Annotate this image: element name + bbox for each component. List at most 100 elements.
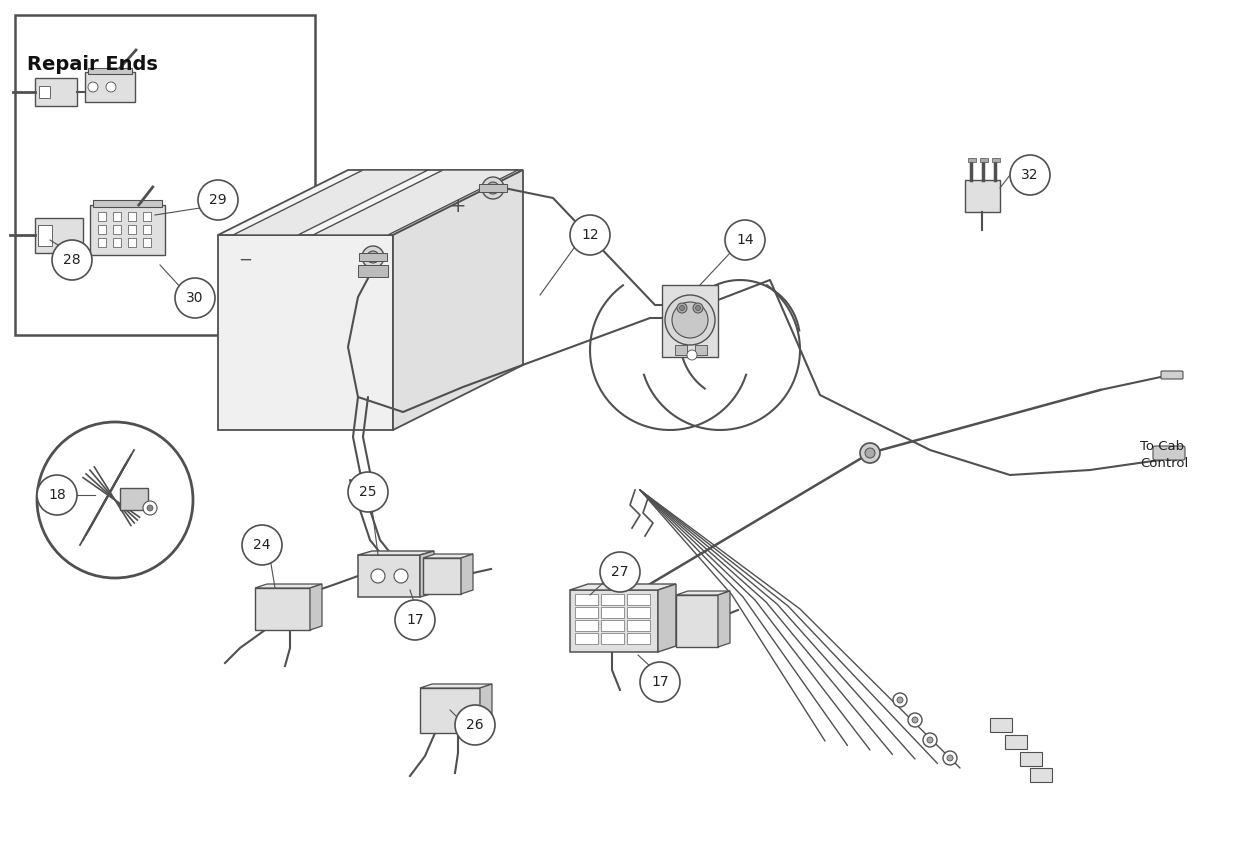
Bar <box>35 218 83 253</box>
Circle shape <box>860 443 880 463</box>
Bar <box>98 212 106 221</box>
Text: Repair Ends: Repair Ends <box>27 55 158 74</box>
Circle shape <box>672 302 708 338</box>
Circle shape <box>395 569 408 583</box>
Circle shape <box>88 82 98 92</box>
Text: 28: 28 <box>63 253 80 267</box>
Bar <box>575 620 597 631</box>
Polygon shape <box>310 584 322 630</box>
Bar <box>15 15 315 335</box>
Text: 24: 24 <box>254 538 271 552</box>
Circle shape <box>147 505 153 511</box>
Circle shape <box>1009 155 1050 195</box>
Bar <box>980 158 988 162</box>
Bar <box>40 86 49 97</box>
Bar <box>601 594 623 605</box>
Bar <box>127 212 136 221</box>
Bar <box>98 225 106 234</box>
Text: 17: 17 <box>651 675 669 689</box>
Circle shape <box>37 422 193 578</box>
Circle shape <box>912 717 918 723</box>
Circle shape <box>666 295 715 345</box>
Bar <box>601 633 623 644</box>
Bar <box>255 588 310 630</box>
Bar <box>627 620 649 631</box>
Circle shape <box>927 737 933 743</box>
Circle shape <box>174 278 215 318</box>
Bar <box>969 158 976 162</box>
Bar <box>965 180 999 212</box>
Text: 17: 17 <box>406 613 424 627</box>
Circle shape <box>106 82 116 92</box>
Bar <box>992 158 999 162</box>
Bar <box>143 212 151 221</box>
Circle shape <box>362 246 383 268</box>
Bar <box>1004 735 1027 749</box>
Bar <box>675 345 687 355</box>
Bar <box>627 633 649 644</box>
Bar <box>357 265 388 277</box>
Bar <box>575 607 597 618</box>
Bar <box>88 68 132 74</box>
Circle shape <box>367 251 379 263</box>
Circle shape <box>600 552 640 592</box>
Text: 14: 14 <box>736 233 753 247</box>
Bar <box>627 594 649 605</box>
Circle shape <box>943 751 957 765</box>
Circle shape <box>198 180 238 220</box>
Circle shape <box>687 350 696 360</box>
Polygon shape <box>357 551 434 555</box>
Polygon shape <box>675 591 730 595</box>
Circle shape <box>395 600 435 640</box>
Bar <box>675 595 717 647</box>
Circle shape <box>923 733 936 747</box>
Polygon shape <box>421 684 492 688</box>
Polygon shape <box>717 591 730 647</box>
Polygon shape <box>423 554 473 558</box>
Text: −: − <box>238 251 252 269</box>
Bar <box>990 718 1012 732</box>
Bar <box>93 200 162 207</box>
Bar <box>38 225 52 246</box>
Text: 29: 29 <box>209 193 226 207</box>
Bar <box>359 253 387 261</box>
Text: 30: 30 <box>187 291 204 305</box>
Bar <box>601 620 623 631</box>
Polygon shape <box>393 170 523 430</box>
Polygon shape <box>570 584 675 590</box>
Text: 27: 27 <box>611 565 628 579</box>
Circle shape <box>679 305 684 310</box>
Circle shape <box>348 472 388 512</box>
Bar <box>695 345 708 355</box>
Circle shape <box>242 525 282 565</box>
Bar <box>423 558 461 594</box>
Bar <box>120 488 148 510</box>
Circle shape <box>897 697 903 703</box>
Text: 12: 12 <box>581 228 599 242</box>
Circle shape <box>455 705 495 745</box>
Text: 26: 26 <box>466 718 484 732</box>
Bar <box>575 633 597 644</box>
Bar <box>662 285 717 357</box>
Text: +: + <box>450 197 466 217</box>
Circle shape <box>52 240 92 280</box>
Circle shape <box>640 662 680 702</box>
Bar <box>35 78 77 106</box>
Bar <box>601 607 623 618</box>
Bar <box>143 238 151 247</box>
Polygon shape <box>461 554 473 594</box>
FancyBboxPatch shape <box>1153 446 1185 460</box>
Bar <box>1030 768 1051 782</box>
Polygon shape <box>233 170 428 235</box>
Text: To Cab
Control: To Cab Control <box>1141 440 1189 470</box>
Bar <box>421 688 480 733</box>
Bar <box>218 235 393 430</box>
Polygon shape <box>313 170 518 235</box>
Circle shape <box>487 182 499 194</box>
Polygon shape <box>658 584 675 652</box>
Bar <box>85 72 135 102</box>
Bar <box>575 594 597 605</box>
Polygon shape <box>421 551 434 597</box>
Polygon shape <box>255 584 322 588</box>
Circle shape <box>570 215 610 255</box>
